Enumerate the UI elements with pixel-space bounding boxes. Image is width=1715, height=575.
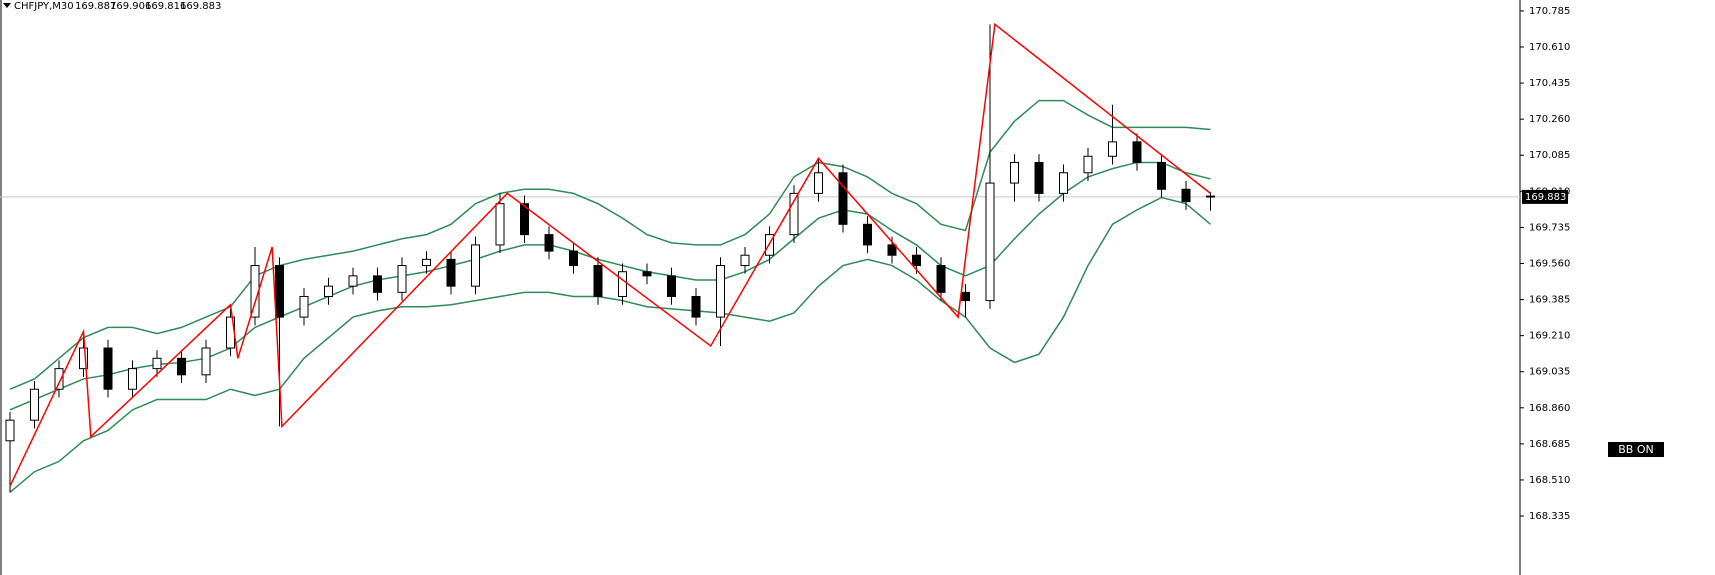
candle-body <box>912 254 921 267</box>
candle-body <box>520 203 529 236</box>
candle-body <box>618 271 627 297</box>
candle-body <box>667 275 676 297</box>
candle-body <box>691 295 701 318</box>
annotation-box <box>1608 442 1664 457</box>
y-tick-label: 169.035 <box>1529 367 1570 378</box>
candle-body <box>446 258 456 287</box>
candle-body <box>79 347 88 370</box>
candle-body <box>275 265 284 318</box>
header-high: 169.906 <box>110 1 151 12</box>
header-close: 169.883 <box>180 1 221 12</box>
header-low: 169.816 <box>145 1 186 12</box>
candle-body <box>985 182 995 302</box>
candle-body <box>814 172 823 194</box>
candle-body <box>961 291 970 302</box>
candle-body <box>863 223 872 246</box>
y-tick-label: 169.385 <box>1529 295 1570 306</box>
y-tick-label: 170.610 <box>1529 42 1570 53</box>
y-tick-label: 169.560 <box>1529 258 1570 269</box>
candle-body <box>30 388 39 421</box>
candle-body <box>1034 161 1044 194</box>
y-tick-label: 168.860 <box>1529 403 1570 414</box>
candle-body <box>299 295 309 318</box>
candle-body <box>128 368 137 390</box>
candle-body <box>544 234 554 252</box>
candle-body <box>740 254 750 267</box>
annotation: BB ON <box>1618 443 1653 456</box>
y-tick-label: 168.685 <box>1529 439 1570 450</box>
y-tick-label: 168.335 <box>1529 511 1570 522</box>
symbol-title: CHFJPY,M30 <box>14 1 74 12</box>
candle-body <box>887 244 897 256</box>
candle-body <box>1010 161 1019 184</box>
candle-body <box>471 244 480 287</box>
bollinger-band <box>9 161 1211 411</box>
candle-body <box>838 172 848 225</box>
candle-body <box>1181 188 1191 203</box>
candle-body <box>1059 172 1068 194</box>
y-tick-label: 169.735 <box>1529 222 1570 233</box>
bollinger-band <box>9 196 1211 493</box>
candle-body <box>54 368 64 390</box>
y-tick-label: 170.435 <box>1529 78 1570 89</box>
y-tick-label: 170.785 <box>1529 6 1570 17</box>
candle-body <box>103 347 113 390</box>
candle-body <box>397 265 407 293</box>
candle-body <box>348 275 358 287</box>
header-arrow <box>3 3 11 8</box>
current-price-box <box>1522 189 1568 204</box>
header-open: 169.887 <box>75 1 116 12</box>
candle-body <box>1206 195 1215 198</box>
candle-body <box>1132 141 1142 163</box>
candle-body <box>1083 155 1093 174</box>
candle-body <box>593 265 603 297</box>
candle-body <box>936 265 946 293</box>
candle-body <box>1157 161 1166 190</box>
y-tick-label: 170.260 <box>1529 114 1570 125</box>
candle-body <box>716 265 725 318</box>
header: CHFJPY,M30 169.887 169.906 169.816 169.8… <box>3 1 221 12</box>
candle-body <box>1108 141 1117 157</box>
y-tick-label: 170.085 <box>1529 150 1570 161</box>
zigzag <box>9 22 1211 487</box>
candle-body <box>373 275 382 293</box>
bollinger-band <box>9 99 1211 390</box>
candle-body <box>422 258 431 267</box>
candle-body <box>152 357 162 370</box>
y-tick-label: 168.510 <box>1529 475 1570 486</box>
candle-body <box>177 357 186 376</box>
current-price-label: 169.883 <box>1525 192 1566 203</box>
candle-body <box>201 347 211 376</box>
candle-body <box>495 203 505 246</box>
y-tick-label: 169.210 <box>1529 331 1570 342</box>
candle-body <box>324 285 333 297</box>
candle-body <box>642 271 652 277</box>
candle-body <box>569 250 578 267</box>
candle-body <box>5 419 15 442</box>
candle-body <box>789 192 799 236</box>
